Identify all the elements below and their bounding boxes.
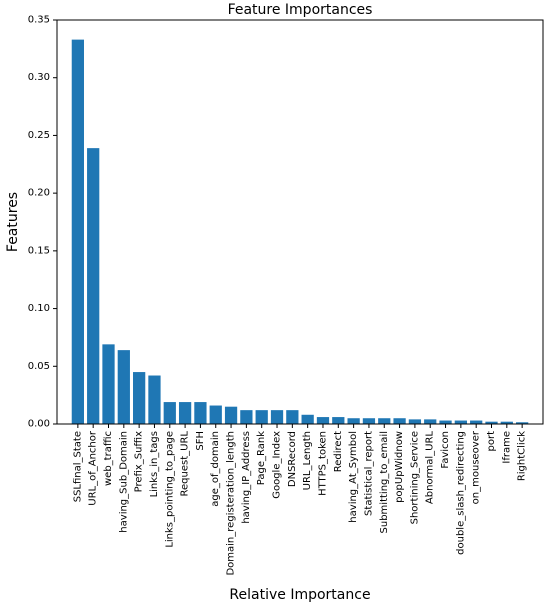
bar bbox=[194, 402, 207, 424]
bar bbox=[316, 417, 330, 424]
x-tick-label: Links_pointing_to_page bbox=[164, 431, 175, 548]
y-tick-label: 0.15 bbox=[28, 245, 50, 256]
x-tick-label: having_At_Symbol bbox=[348, 431, 359, 523]
bars-group bbox=[71, 39, 529, 425]
bar bbox=[148, 375, 161, 424]
bar bbox=[362, 418, 376, 424]
bar bbox=[500, 421, 513, 424]
bar bbox=[87, 148, 100, 424]
x-tick-label: Shortining_Service bbox=[409, 431, 420, 524]
bar bbox=[209, 405, 222, 424]
y-axis: 0.00 0.05 0.10 0.15 0.20 0.25 0.30 0.35 bbox=[28, 15, 57, 430]
plot-frame bbox=[56, 19, 544, 425]
bar bbox=[71, 39, 84, 425]
bar bbox=[163, 402, 176, 424]
y-tick-label: 0.05 bbox=[28, 361, 50, 372]
bar bbox=[117, 350, 130, 424]
y-tick-label: 0.00 bbox=[28, 419, 50, 430]
x-tick-label: URL_Length bbox=[302, 431, 313, 490]
x-tick-label: double_slash_redirecting bbox=[455, 431, 466, 555]
x-tick-label: Statistical_report bbox=[363, 431, 374, 516]
bar bbox=[301, 414, 314, 424]
bar bbox=[332, 417, 345, 424]
y-tick-label: 0.35 bbox=[28, 15, 50, 26]
bar bbox=[424, 419, 437, 424]
x-tick-label: SSLfinal_State bbox=[72, 431, 83, 502]
y-tick-label: 0.25 bbox=[28, 130, 50, 141]
x-tick-label: on_mouseover bbox=[471, 430, 482, 504]
x-tick-label: popUpWidnow bbox=[394, 431, 405, 503]
bar bbox=[454, 420, 467, 424]
y-tick-label: 0.10 bbox=[28, 303, 50, 314]
x-tick-label: HTTPS_token bbox=[317, 431, 328, 496]
x-tick-label: URL_of_Anchor bbox=[88, 430, 99, 506]
bar bbox=[133, 372, 146, 424]
bar bbox=[224, 406, 238, 424]
bar bbox=[240, 410, 253, 424]
bar bbox=[485, 421, 498, 424]
x-tick-label: port bbox=[486, 431, 497, 452]
x-tick-label: RightClick bbox=[517, 431, 528, 481]
bar bbox=[393, 418, 406, 424]
x-axis: SSLfinal_State URL_of_Anchor web_traffic ha… bbox=[72, 424, 528, 576]
x-axis-label: Relative Importance bbox=[229, 587, 370, 603]
x-tick-label: age_of_domain bbox=[210, 431, 221, 507]
bar bbox=[516, 422, 529, 424]
x-tick-label: Favicon bbox=[440, 431, 451, 469]
y-axis-label: Features bbox=[5, 192, 21, 252]
bar bbox=[270, 410, 284, 424]
chart-title: Feature Importances bbox=[228, 2, 373, 18]
bar bbox=[439, 420, 452, 424]
x-tick-label: Prefix_Suffix bbox=[134, 431, 145, 492]
bar bbox=[102, 344, 115, 424]
x-tick-label: Page_Rank bbox=[256, 431, 267, 485]
x-tick-label: Links_in_tags bbox=[149, 431, 160, 497]
x-tick-label: Submitting_to_email bbox=[379, 431, 390, 533]
x-tick-label: web_traffic bbox=[103, 431, 114, 486]
bar bbox=[408, 419, 422, 424]
x-tick-label: DNSRecord bbox=[287, 431, 298, 487]
x-tick-label: having_Sub_Domain bbox=[118, 431, 129, 533]
x-tick-label: Iframe bbox=[501, 431, 512, 464]
x-tick-label: Request_URL bbox=[180, 431, 191, 497]
x-tick-label: having_IP_Address bbox=[241, 431, 252, 524]
y-tick-label: 0.30 bbox=[28, 72, 50, 83]
bar bbox=[255, 410, 268, 424]
x-tick-label: Google_Index bbox=[272, 431, 283, 499]
x-tick-label: Domain_registeration_length bbox=[226, 431, 237, 576]
x-tick-label: Redirect bbox=[333, 431, 344, 472]
bar bbox=[178, 402, 192, 424]
y-tick-label: 0.20 bbox=[28, 188, 50, 199]
x-tick-label: Abnormal_URL bbox=[425, 431, 436, 504]
bar bbox=[470, 420, 483, 424]
bar bbox=[286, 410, 299, 424]
bar bbox=[347, 418, 360, 424]
x-tick-label: SFH bbox=[195, 431, 206, 451]
bar bbox=[378, 418, 391, 424]
